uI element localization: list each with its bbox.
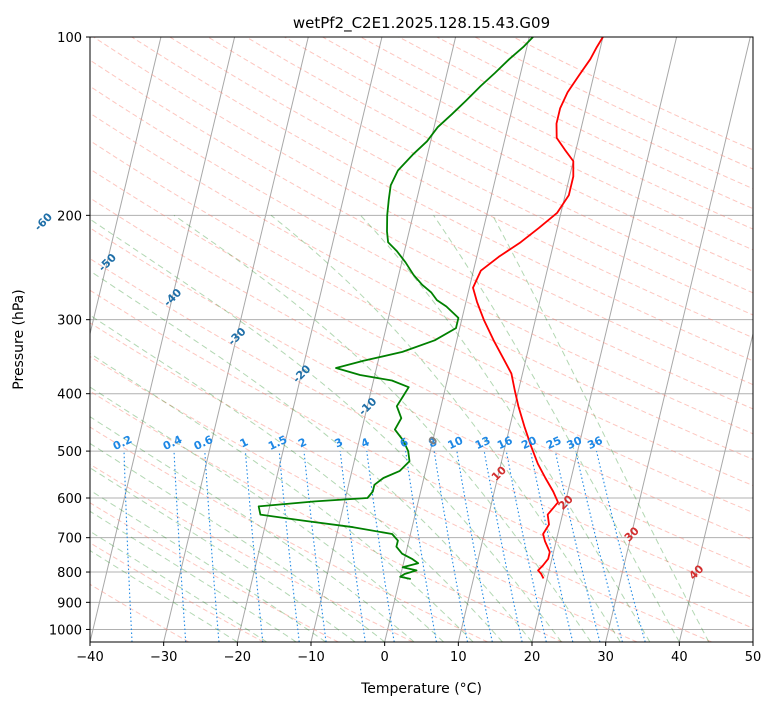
dry-adiabat-line [90, 390, 563, 642]
moist-adiabat-line [433, 215, 680, 642]
isotherm-line [457, 37, 604, 642]
mixing-ratio-line [483, 451, 523, 642]
moist-adiabat-line [90, 386, 444, 642]
y-axis-label: Pressure (hPa) [11, 289, 27, 389]
dry-adiabat-line [90, 197, 753, 541]
mixing-ratio-label: 16 [495, 434, 515, 452]
x-tick-label: −10 [297, 650, 324, 665]
mixing-ratio-label: 25 [544, 434, 563, 452]
dry-adiabat-line [90, 258, 753, 599]
dry-adiabat-line [90, 502, 339, 642]
moist-adiabat-line [90, 218, 562, 642]
y-tick-label: 800 [57, 566, 82, 581]
x-tick-label: 20 [524, 650, 541, 665]
mixing-ratio-line [456, 451, 493, 642]
mixing-ratio-line [339, 451, 366, 642]
isotherm-line [605, 37, 751, 642]
moist-adiabat-line [360, 214, 651, 642]
dry-adiabat-line [90, 463, 414, 642]
moist-adiabat-line [492, 215, 710, 642]
dry-adiabat-line [90, 227, 753, 570]
plot-frame [89, 36, 754, 643]
isotherm-line [678, 331, 753, 642]
isotherm-line [90, 37, 236, 642]
dry-adiabat-line [90, 289, 753, 629]
dewpoint-line [257, 37, 534, 580]
x-tick-label: 40 [671, 650, 688, 665]
dry-adiabat-line [93, 37, 753, 386]
x-tick-label: 50 [745, 650, 762, 665]
mixing-ratio-label: 10 [446, 434, 466, 452]
moist-adiabat-line [90, 352, 474, 642]
x-axis: −40 −30 −20 −10 0 10 20 30 40 50 [76, 642, 761, 665]
y-tick-label: 300 [57, 314, 82, 329]
y-tick-label: 400 [57, 388, 82, 403]
y-tick-label: 700 [57, 532, 82, 547]
mixing-ratio-line [530, 450, 574, 642]
moist-adiabat-line [90, 442, 385, 642]
y-tick-label: 200 [57, 209, 82, 224]
moist-adiabat-line [90, 314, 503, 642]
y-tick-label: 1000 [49, 623, 82, 638]
mixing-ratio-label: 36 [585, 434, 605, 452]
dry-adiabat-line [90, 85, 753, 435]
x-tick-label: 30 [597, 650, 614, 665]
x-tick-label: −30 [150, 650, 177, 665]
moist-adiabat-line [90, 416, 415, 642]
temperature-line [472, 37, 604, 579]
y-tick-label: 900 [57, 596, 82, 611]
mixing-ratio-label: 20 [519, 434, 539, 452]
y-tick-label: 500 [57, 445, 82, 460]
isotherm-line [531, 37, 678, 642]
chart-title: wetPf2_C2E1.2025.128.15.43.G09 [293, 14, 550, 33]
isotherm-line [90, 37, 162, 336]
moist-adiabat-line [90, 549, 238, 642]
dry-adiabat-line [90, 426, 488, 642]
dry-adiabat-line [90, 583, 190, 642]
isotherm-line [163, 37, 309, 642]
background-lines [90, 37, 753, 642]
moist-adiabat-line [270, 214, 621, 642]
mixing-ratio-line [366, 451, 395, 642]
moist-adiabat-line [90, 270, 533, 642]
mixing-ratio-line [554, 450, 601, 642]
x-tick-label: 0 [381, 650, 389, 665]
mixing-ratio-label: 13 [473, 434, 492, 452]
moist-adiabat-line [90, 467, 356, 642]
mixing-ratio-line [303, 451, 327, 642]
dry-adiabat-line [90, 355, 638, 642]
dry-adiabat-line [90, 112, 753, 460]
mixing-ratio-line [204, 451, 220, 642]
x-tick-label: −20 [224, 650, 251, 665]
isotherm-line [310, 37, 457, 642]
mixing-ratio-line [278, 451, 300, 642]
dry-adiabat-line [90, 322, 712, 642]
data-lines [257, 37, 604, 580]
mixing-ratio-line [244, 451, 264, 642]
y-tick-label: 600 [57, 492, 82, 507]
mixing-ratio-label: 30 [565, 434, 585, 452]
isotherm-line [236, 37, 383, 642]
mixing-ratio-line [595, 450, 646, 642]
mixing-ratio-line [575, 450, 623, 642]
y-axis: 100 200 300 400 500 600 700 800 900 1000 [49, 31, 90, 638]
x-tick-label: −40 [76, 650, 103, 665]
x-axis-label: Temperature (°C) [360, 681, 482, 697]
mixing-ratio-line [505, 450, 547, 642]
x-tick-label: 10 [450, 650, 467, 665]
y-tick-label: 100 [57, 31, 82, 46]
isotherm-line [384, 37, 530, 642]
